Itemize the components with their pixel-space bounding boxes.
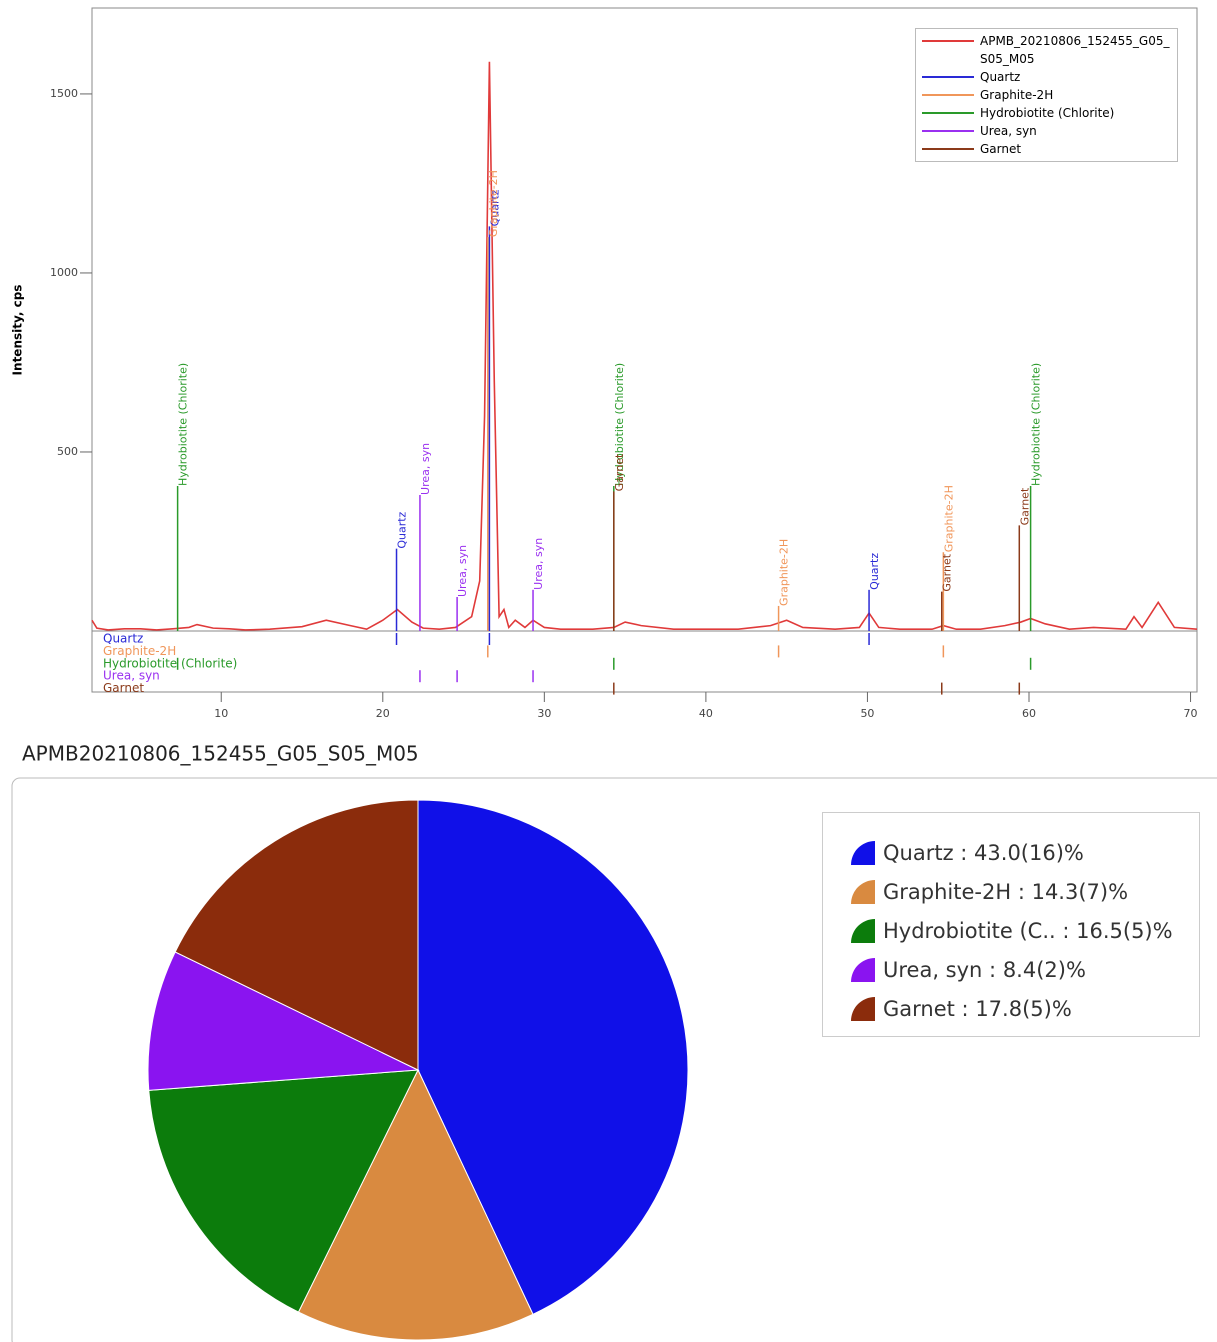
stick-label: Urea, syn bbox=[419, 443, 432, 495]
phase-row-label: Quartz bbox=[103, 632, 143, 646]
legend-label: Garnet bbox=[883, 997, 975, 1021]
legend-value: 17.8(5)% bbox=[975, 996, 1072, 1021]
pie-legend: Quartz43.0(16)%Graphite-2H14.3(7)%Hydrob… bbox=[822, 812, 1200, 1037]
phase-row-label: Garnet bbox=[103, 681, 144, 695]
legend-value: 16.5(5)% bbox=[1076, 918, 1173, 943]
legend-entry: Graphite-2H bbox=[916, 86, 1177, 104]
x-tick-label: 60 bbox=[1022, 707, 1036, 720]
legend-icon bbox=[851, 996, 875, 1021]
legend-icon bbox=[851, 957, 875, 982]
stick-label: Graphite-2H bbox=[778, 539, 791, 606]
legend-entry: Urea, syn bbox=[916, 122, 1177, 140]
stick-label: Hydrobiotite (Chlorite) bbox=[1030, 363, 1043, 486]
stick-label: Quartz bbox=[488, 189, 501, 226]
legend-label: Urea, syn bbox=[980, 124, 1037, 138]
x-tick-label: 40 bbox=[699, 707, 713, 720]
legend-entry: Garnet17.8(5)% bbox=[823, 989, 1199, 1028]
pie-slice bbox=[297, 1068, 534, 1341]
stick-label: Hydrobiotite (Chlorite) bbox=[613, 363, 626, 486]
phase-row-label: Hydrobiotite (Chlorite) bbox=[103, 656, 237, 670]
phase-row-label: Graphite-2H bbox=[103, 644, 176, 658]
stick-label: Garnet bbox=[1018, 487, 1031, 525]
stick-label: Garnet bbox=[941, 553, 954, 591]
x-tick-label: 30 bbox=[537, 707, 551, 720]
stick-label: Quartz bbox=[396, 511, 409, 548]
pie-slice bbox=[174, 799, 419, 1071]
legend-value: 14.3(7)% bbox=[1031, 879, 1129, 904]
stick-label: Graphite-2H bbox=[487, 170, 500, 237]
stick-label: Garnet bbox=[613, 453, 626, 491]
legend-entry: Quartz43.0(16)% bbox=[823, 833, 1199, 872]
pie-slice bbox=[417, 799, 689, 1315]
legend: APMB_20210806_152455_G05_S05_M05 Quartz Gr… bbox=[915, 28, 1178, 162]
legend-entry: Hydrobiotite (Chlorite) bbox=[916, 104, 1177, 122]
legend-swatch bbox=[922, 112, 974, 114]
legend-swatch bbox=[922, 130, 974, 132]
legend-entry: Quartz bbox=[916, 68, 1177, 86]
legend-label: APMB_20210806_152455_G05_S05_M05 bbox=[980, 34, 1170, 66]
legend-entry: Urea, syn8.4(2)% bbox=[823, 950, 1199, 989]
legend-label: Graphite-2H bbox=[980, 88, 1054, 102]
legend-entry: Garnet bbox=[916, 140, 1177, 158]
legend-icon bbox=[851, 918, 875, 943]
legend-label: Hydrobiotite (Chlorite) bbox=[980, 106, 1115, 120]
legend-value: 43.0(16)% bbox=[974, 840, 1084, 865]
legend-icon bbox=[851, 879, 875, 904]
x-tick-label: 10 bbox=[214, 707, 228, 720]
plot-frame bbox=[91, 7, 1198, 693]
y-tick-label: 500 bbox=[57, 445, 78, 458]
stick-label: Urea, syn bbox=[532, 538, 545, 590]
legend-icon bbox=[851, 840, 875, 865]
pie-title: APMB20210806_152455_G05_S05_M05 bbox=[22, 742, 419, 766]
phase-row-label: Urea, syn bbox=[103, 669, 160, 683]
legend-swatch bbox=[922, 94, 974, 96]
legend-label: Garnet bbox=[980, 142, 1022, 156]
stick-label: Hydrobiotite (Chlorite) bbox=[177, 363, 190, 486]
stick-label: Graphite-2H bbox=[942, 485, 955, 552]
legend-swatch bbox=[922, 76, 974, 78]
y-tick-label: 1000 bbox=[50, 266, 78, 279]
legend-label: Hydrobiotite (C.. bbox=[883, 919, 1076, 943]
x-tick-label: 50 bbox=[860, 707, 874, 720]
legend-label: Urea, syn bbox=[883, 958, 1003, 982]
legend-entry: APMB_20210806_152455_G05_S05_M05 bbox=[916, 32, 1177, 68]
legend-entry: Hydrobiotite (C..16.5(5)% bbox=[823, 911, 1199, 950]
y-axis-label: Intensity, cps bbox=[11, 285, 25, 376]
x-tick-label: 70 bbox=[1184, 707, 1198, 720]
pie-panel bbox=[11, 777, 1217, 1342]
legend-label: Quartz bbox=[980, 70, 1021, 84]
pie-slice bbox=[148, 1069, 419, 1313]
stick-label: Urea, syn bbox=[456, 545, 469, 597]
legend-label: Quartz bbox=[883, 841, 974, 865]
legend-value: 8.4(2)% bbox=[1002, 957, 1086, 982]
stick-label: Quartz bbox=[868, 553, 881, 590]
x-tick-label: 20 bbox=[376, 707, 390, 720]
pie-slice bbox=[147, 951, 420, 1091]
legend-swatch bbox=[922, 40, 974, 42]
y-tick-label: 1500 bbox=[50, 87, 78, 100]
legend-label: Graphite-2H bbox=[883, 880, 1032, 904]
legend-entry: Graphite-2H14.3(7)% bbox=[823, 872, 1199, 911]
legend-swatch bbox=[922, 148, 974, 150]
